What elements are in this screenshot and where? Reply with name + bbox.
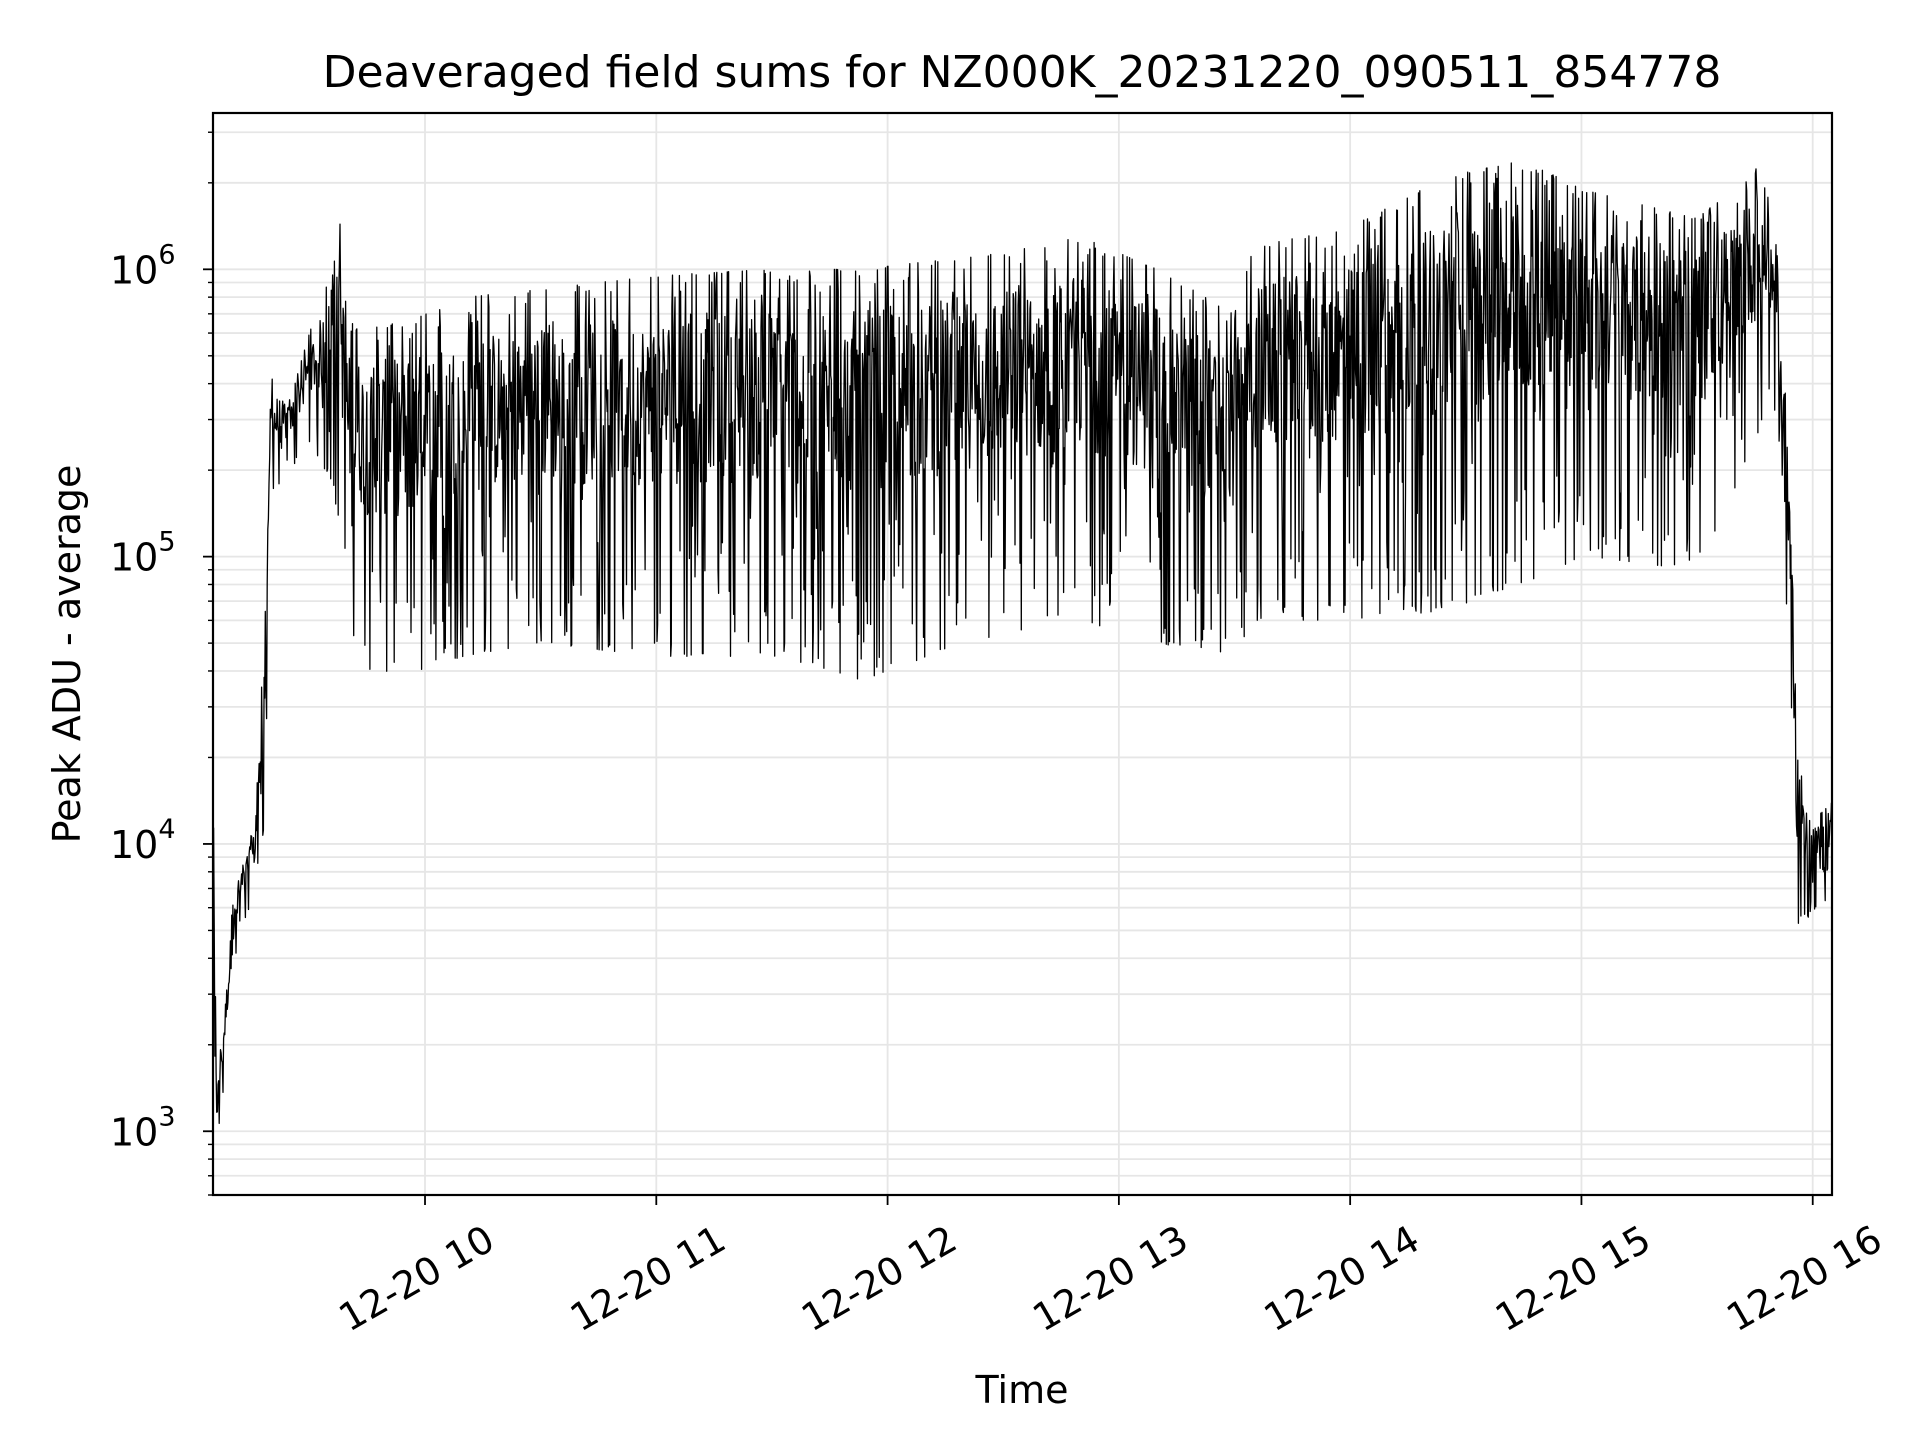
y-tick-exponent: 3 — [158, 1101, 175, 1132]
y-tick-label: 104 — [110, 814, 176, 867]
x-axis-label: Time — [975, 1368, 1069, 1412]
y-tick-base: 10 — [110, 248, 158, 292]
y-tick-label: 103 — [110, 1101, 176, 1154]
y-tick-exponent: 6 — [158, 239, 175, 270]
data-line-series — [212, 162, 1833, 1125]
y-tick-base: 10 — [110, 536, 158, 580]
y-tick-base: 10 — [110, 823, 158, 867]
y-tick-exponent: 5 — [158, 527, 175, 558]
y-tick-label: 105 — [110, 527, 176, 580]
chart-title: Deaveraged field sums for NZ000K_2023122… — [323, 47, 1722, 98]
y-tick-base: 10 — [110, 1110, 158, 1154]
y-tick-exponent: 4 — [158, 814, 175, 845]
y-axis-label: Peak ADU - average — [45, 465, 89, 844]
grid-lines — [213, 113, 1832, 1196]
y-tick-label: 106 — [110, 239, 176, 292]
plot-frame — [211, 111, 1834, 1197]
plot-area — [212, 162, 1833, 1125]
